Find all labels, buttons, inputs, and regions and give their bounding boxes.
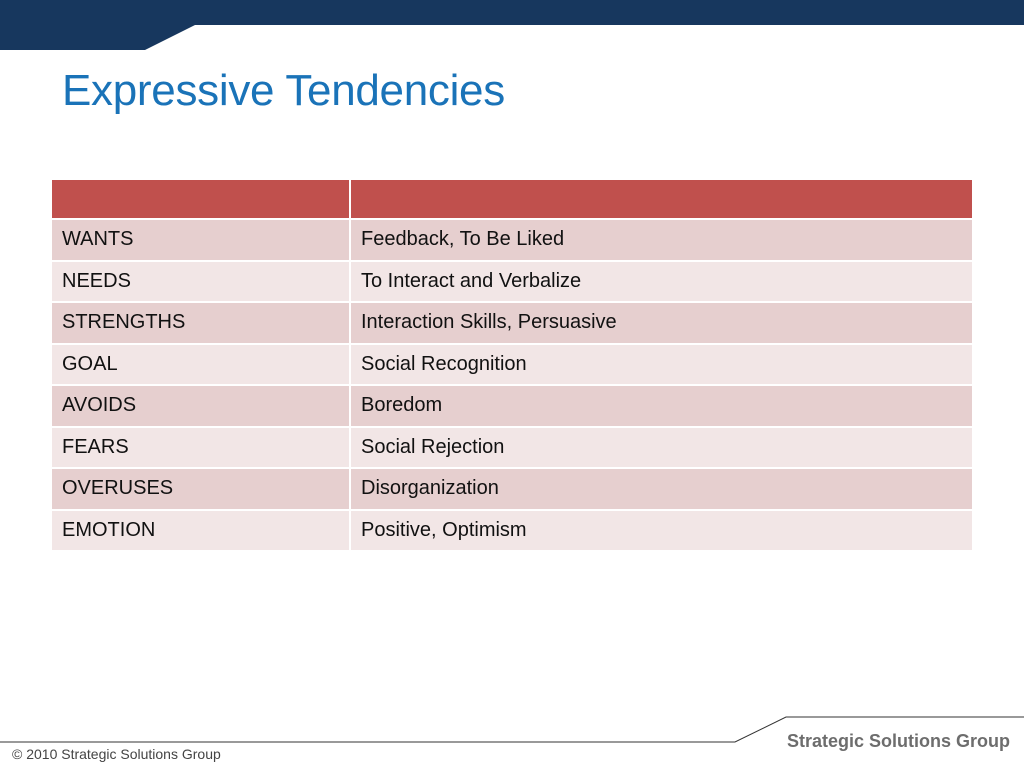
table-header-cell xyxy=(52,180,349,218)
slide-title: Expressive Tendencies xyxy=(62,66,505,115)
footer-divider xyxy=(0,716,1024,743)
row-label: GOAL xyxy=(52,344,349,384)
table-row: OVERUSES Disorganization xyxy=(52,469,972,509)
row-label: NEEDS xyxy=(52,261,349,301)
table-row: AVOIDS Boredom xyxy=(52,386,972,426)
table-row: NEEDS To Interact and Verbalize xyxy=(52,261,972,301)
header-bar xyxy=(0,0,1024,25)
row-value: Social Rejection xyxy=(351,427,972,467)
row-value: Positive, Optimism xyxy=(351,510,972,550)
table-header-row xyxy=(52,180,972,218)
row-value: To Interact and Verbalize xyxy=(351,261,972,301)
table-row: FEARS Social Rejection xyxy=(52,427,972,467)
row-value: Feedback, To Be Liked xyxy=(351,220,972,260)
table-row: GOAL Social Recognition xyxy=(52,344,972,384)
row-label: WANTS xyxy=(52,220,349,260)
row-label: OVERUSES xyxy=(52,469,349,509)
row-label: STRENGTHS xyxy=(52,303,349,343)
row-value: Social Recognition xyxy=(351,344,972,384)
row-value: Boredom xyxy=(351,386,972,426)
header-bar-tab xyxy=(0,25,195,50)
table-row: STRENGTHS Interaction Skills, Persuasive xyxy=(52,303,972,343)
copyright-text: © 2010 Strategic Solutions Group xyxy=(12,746,221,762)
table-row: EMOTION Positive, Optimism xyxy=(52,510,972,550)
tendencies-table: WANTS Feedback, To Be Liked NEEDS To Int… xyxy=(50,178,974,552)
row-label: AVOIDS xyxy=(52,386,349,426)
table-header-cell xyxy=(351,180,972,218)
row-value: Interaction Skills, Persuasive xyxy=(351,303,972,343)
brand-logo: Strategic Solutions Group xyxy=(786,731,1010,751)
row-value: Disorganization xyxy=(351,469,972,509)
table-row: WANTS Feedback, To Be Liked xyxy=(52,220,972,260)
row-label: EMOTION xyxy=(52,510,349,550)
row-label: FEARS xyxy=(52,427,349,467)
